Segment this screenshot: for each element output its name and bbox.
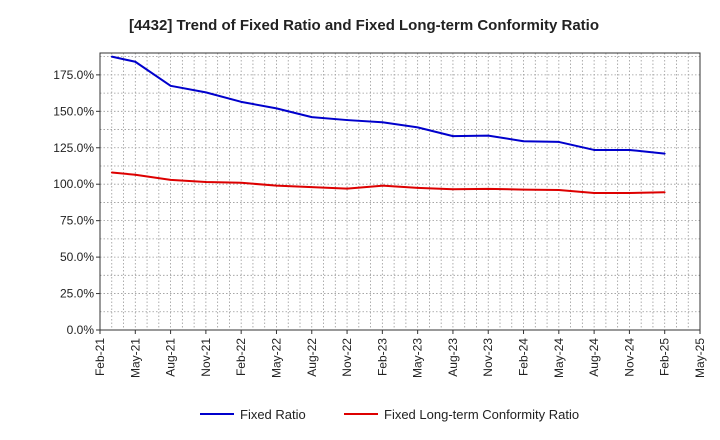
data-point: [557, 141, 560, 143]
data-point: [346, 187, 348, 190]
y-tick-label: 75.0%: [60, 214, 94, 228]
x-tick-label: May-23: [411, 338, 425, 378]
plot-frame: [99, 52, 701, 331]
data-point: [204, 91, 207, 94]
x-tick-label: May-24: [552, 338, 566, 378]
y-tick-label: 25.0%: [60, 287, 94, 301]
x-tick-label: Nov-24: [622, 338, 636, 377]
data-point: [310, 186, 313, 189]
data-point: [134, 60, 137, 63]
data-point: [169, 84, 172, 87]
x-tick-label: Aug-24: [587, 338, 601, 377]
data-point: [381, 184, 384, 187]
data-point: [416, 186, 419, 189]
data-point: [487, 134, 490, 137]
axis-layer: 0.0% 25.0% 50.0% 75.0% 100.0% 125.0% 150.0% 175…: [53, 52, 707, 378]
data-point: [204, 181, 207, 183]
data-point: [310, 116, 313, 119]
series-line-1: [111, 55, 665, 155]
data-point: [240, 100, 243, 103]
x-tick-label: Feb-22: [234, 338, 248, 376]
x-tick-label: Aug-22: [305, 338, 319, 377]
x-tick-label: Feb-21: [93, 338, 107, 376]
y-tick-label: 0.0%: [67, 323, 95, 337]
data-point: [487, 187, 490, 190]
data-point: [593, 149, 596, 151]
data-point: [522, 140, 525, 143]
y-tick-label: 50.0%: [60, 250, 94, 264]
data-point: [663, 152, 666, 155]
grid-layer: [100, 53, 700, 330]
series-line-2: [111, 171, 665, 194]
data-point: [416, 126, 419, 129]
x-tick-label: Aug-21: [164, 338, 178, 377]
data-point: [169, 178, 172, 181]
data-point: [110, 55, 113, 58]
data-point: [381, 121, 384, 124]
legend-label-2: Fixed Long-term Conformity Ratio: [384, 407, 579, 422]
data-point: [346, 119, 348, 121]
x-tick-label: Nov-21: [199, 338, 213, 377]
x-tick-label: Nov-23: [481, 338, 495, 377]
legend-label-1: Fixed Ratio: [240, 407, 306, 422]
data-point: [275, 184, 278, 187]
data-point: [240, 181, 243, 184]
y-tick-label: 175.0%: [53, 68, 94, 82]
data-point: [110, 171, 113, 174]
chart-title: [4432] Trend of Fixed Ratio and Fixed Lo…: [129, 17, 599, 34]
y-tick-label: 125.0%: [53, 141, 94, 155]
data-point: [628, 149, 631, 151]
legend: Fixed Ratio Fixed Long-term Conformity Ra…: [200, 407, 579, 422]
data-point: [452, 188, 454, 191]
data-point: [557, 189, 560, 191]
data-point: [628, 192, 631, 194]
x-tick-label: May-21: [128, 338, 142, 378]
data-point: [134, 173, 137, 176]
series-layer: [110, 55, 666, 194]
x-tick-label: Feb-25: [658, 338, 672, 376]
x-tick-label: Aug-23: [446, 338, 460, 377]
data-point: [663, 191, 666, 194]
x-tick-label: May-22: [269, 338, 283, 378]
data-point: [593, 192, 596, 194]
x-tick-label: Feb-23: [375, 338, 389, 376]
x-tick-label: May-25: [693, 338, 707, 378]
data-point: [522, 188, 525, 191]
data-point: [452, 135, 454, 138]
x-tick-label: Nov-22: [340, 338, 354, 377]
y-tick-label: 100.0%: [53, 177, 94, 191]
y-tick-label: 150.0%: [53, 104, 94, 118]
data-point: [275, 107, 278, 110]
x-tick-label: Feb-24: [517, 338, 531, 376]
